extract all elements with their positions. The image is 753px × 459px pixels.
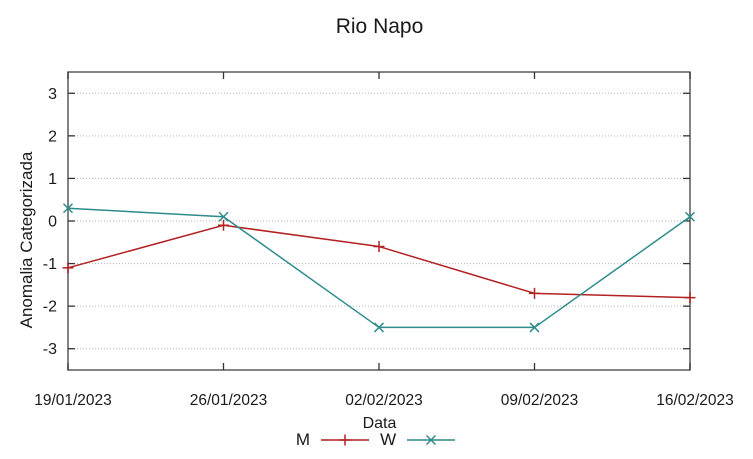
chart-title: Rio Napo bbox=[335, 15, 424, 38]
y-tick-label: 1 bbox=[48, 171, 57, 188]
x-tick-labels: 19/01/2023 26/01/2023 02/02/2023 09/02/2023… bbox=[34, 392, 734, 409]
legend-item-W: W bbox=[380, 430, 457, 450]
series-M bbox=[62, 219, 696, 304]
legend-item-M: M bbox=[296, 430, 371, 450]
y-tick-labels: -3 -2 -1 0 1 2 3 bbox=[43, 86, 57, 358]
y-tick-label: 0 bbox=[48, 214, 57, 231]
y-tick-label: -2 bbox=[43, 299, 57, 316]
series-M-line bbox=[67, 224, 691, 299]
legend-label-M: M bbox=[295, 430, 311, 449]
x-tick-label: 26/01/2023 bbox=[190, 392, 268, 409]
y-tick-label: -1 bbox=[43, 256, 57, 273]
y-tick-label: 3 bbox=[48, 86, 57, 103]
legend-sample-M bbox=[321, 434, 370, 446]
x-tick-label: 02/02/2023 bbox=[345, 392, 423, 409]
x-tick-label: 16/02/2023 bbox=[656, 392, 734, 409]
y-tick-label: -3 bbox=[43, 341, 57, 358]
x-tick-label: 09/02/2023 bbox=[501, 392, 579, 409]
y-tick-label: 2 bbox=[48, 128, 57, 145]
legend-sample-W bbox=[407, 434, 456, 446]
x-tick-label: 19/01/2023 bbox=[34, 392, 112, 409]
series-W-line bbox=[67, 207, 691, 329]
gridlines bbox=[68, 92, 690, 350]
series-W bbox=[62, 203, 696, 333]
legend-label-W: W bbox=[380, 430, 397, 449]
x-axis-label: Data bbox=[362, 415, 397, 432]
axis-ticks bbox=[67, 72, 691, 370]
